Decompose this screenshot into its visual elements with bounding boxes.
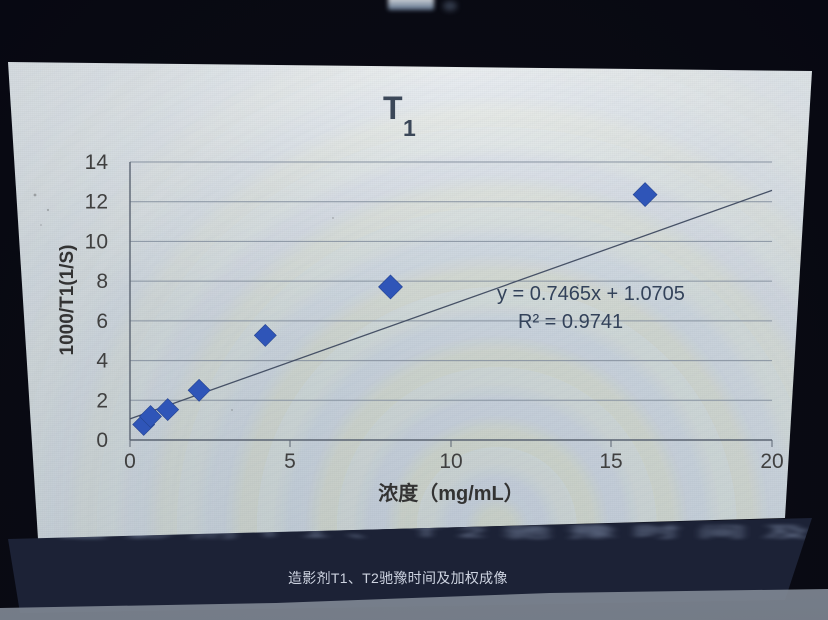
svg-text:4: 4 (96, 350, 108, 373)
svg-text:5: 5 (284, 450, 296, 473)
svg-text:y = 0.7465x + 1.0705: y = 0.7465x + 1.0705 (497, 283, 685, 305)
svg-text:10: 10 (85, 230, 108, 253)
svg-text:0: 0 (96, 429, 108, 452)
svg-text:R² = 0.9741: R² = 0.9741 (518, 311, 623, 333)
svg-text:8: 8 (96, 270, 108, 293)
svg-text:20: 20 (760, 450, 783, 473)
svg-text:浓度（mg/mL）: 浓度（mg/mL） (378, 481, 524, 505)
svg-text:2: 2 (96, 389, 108, 412)
svg-text:6: 6 (96, 310, 108, 333)
svg-text:14: 14 (85, 151, 109, 174)
svg-text:0: 0 (124, 450, 136, 473)
svg-text:10: 10 (439, 450, 462, 473)
svg-text:1000/T1(1/S): 1000/T1(1/S) (57, 245, 78, 356)
svg-text:12: 12 (85, 191, 108, 214)
svg-text:15: 15 (599, 450, 622, 473)
